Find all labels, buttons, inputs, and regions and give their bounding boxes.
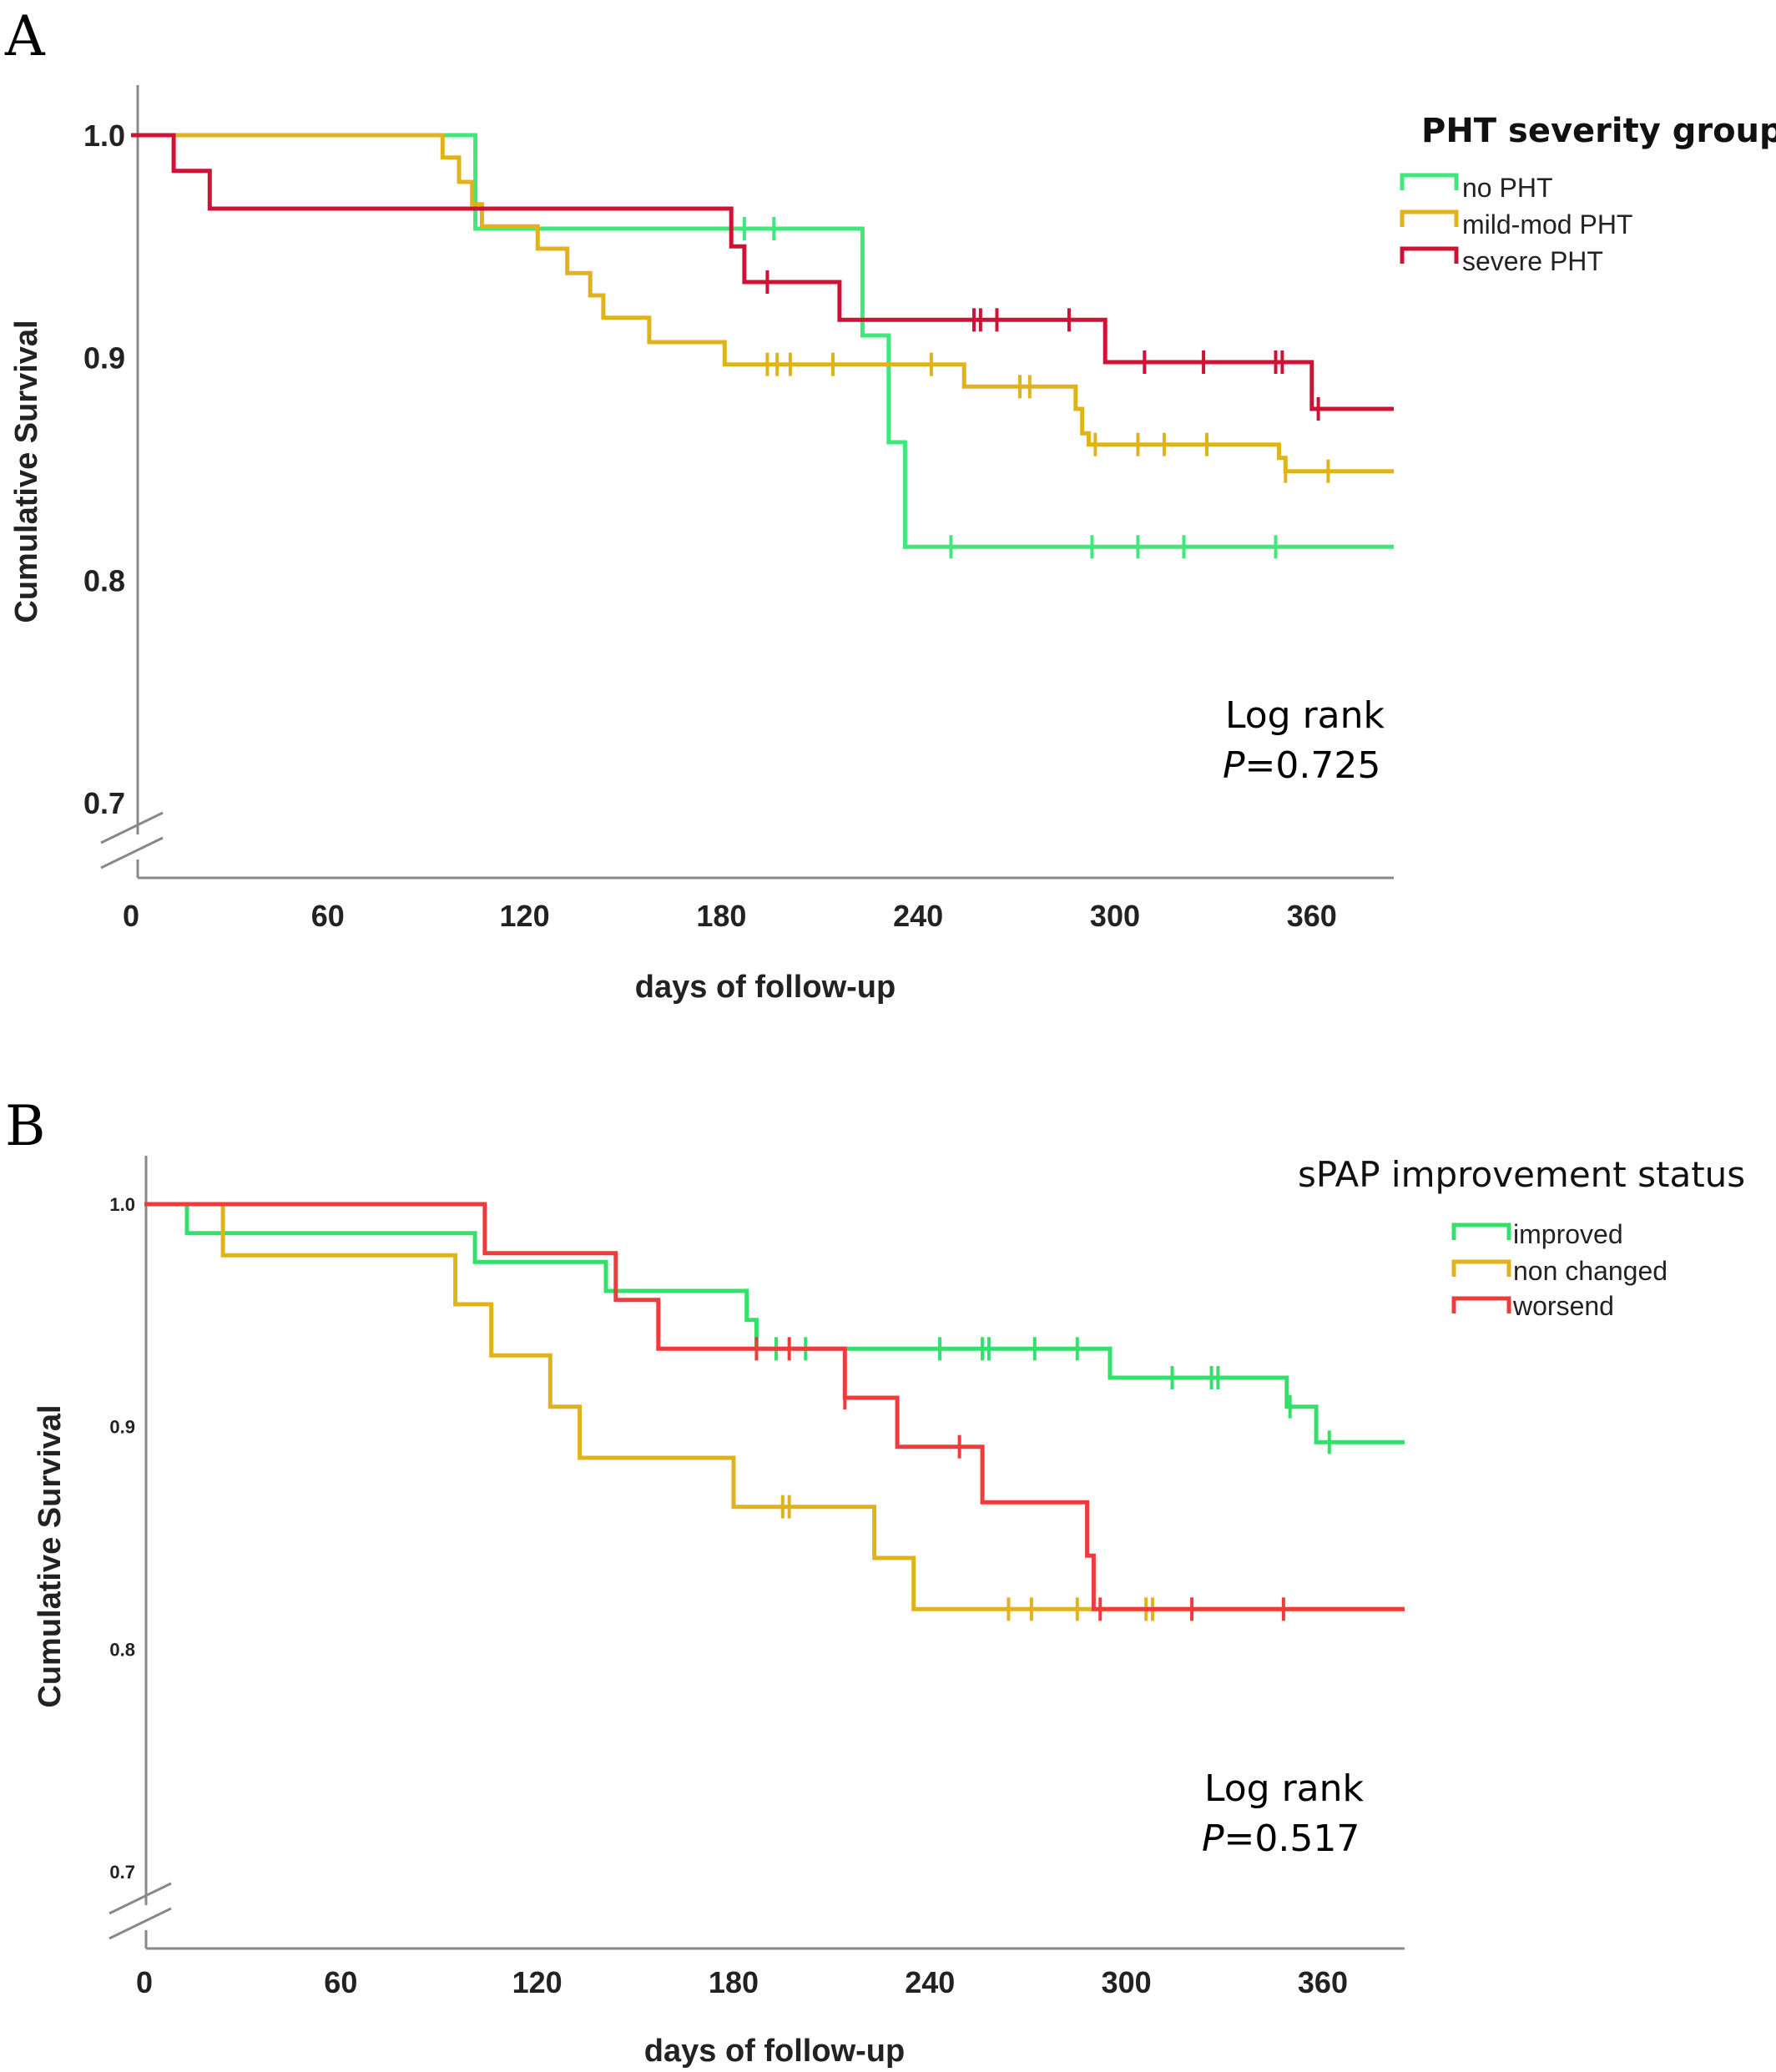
b-x-tick-label: 300: [1102, 1965, 1152, 1999]
panel-letter-b: B: [5, 1094, 46, 1158]
a-x-tick-label: 120: [500, 899, 550, 933]
b-axis-break-mark-upper: [108, 1882, 172, 1915]
a-legend: PHT severity groups no PHT mild-mod PHT …: [1400, 112, 1776, 276]
panel-letter-a: A: [4, 4, 46, 68]
b-p-symbol: P: [1202, 1817, 1224, 1860]
b-y-tick-label: 0.7: [109, 1862, 135, 1883]
a-x-tick-label: 300: [1090, 899, 1140, 933]
panel-b: B 0.7 0.8 0.9 1.0 0 60 120 180 240 300 360 Cumulat…: [5, 1094, 1745, 2069]
b-legend-swatch-non-changed: [1451, 1259, 1511, 1277]
b-legend-item-worsend: worsend: [1451, 1291, 1614, 1321]
plot-b-area: 0.7 0.8 0.9 1.0 0 60 120 180 240 300 360: [108, 1156, 1405, 1999]
b-x-tick-label: 60: [324, 1965, 357, 1999]
b-x-tick-label: 0: [136, 1965, 153, 1999]
a-logrank-annotation: Log rank P=0.725: [1223, 694, 1385, 787]
panel-a: A 0.7 0.8 0.9 1.0 0 60 120 180 240 300 360 Cumulat…: [4, 4, 1776, 1005]
b-x-tick-label: 240: [905, 1965, 955, 1999]
b-legend-title: sPAP improvement status: [1298, 1154, 1745, 1195]
a-y-tick-label: 0.9: [83, 341, 125, 376]
b-legend-item-improved: improved: [1451, 1219, 1623, 1249]
b-series-line-non-changed: [144, 1202, 1405, 1611]
plot-a-area: 0.7 0.8 0.9 1.0 0 60 120 180 240 300 360: [83, 85, 1394, 933]
a-y-tick-label: 0.8: [83, 563, 125, 597]
a-y-tick-label: 0.7: [83, 786, 125, 820]
a-legend-item-no-pht: no PHT: [1400, 173, 1552, 203]
a-logrank-p: P=0.725: [1223, 744, 1380, 787]
a-legend-swatch-mild-mod-pht: [1400, 209, 1459, 227]
a-legend-label-severe-pht: severe PHT: [1462, 246, 1603, 276]
b-series-line-improved: [144, 1202, 1405, 1444]
a-logrank-label: Log rank: [1225, 694, 1385, 737]
b-p-value: =0.517: [1224, 1817, 1360, 1860]
a-p-symbol: P: [1223, 744, 1245, 787]
b-series-line-worsend: [144, 1202, 1405, 1611]
a-x-tick-label: 180: [696, 899, 746, 933]
b-y-axis-title: Cumulative Survival: [33, 1404, 68, 1707]
b-legend-swatch-improved: [1451, 1223, 1511, 1240]
a-legend-item-severe-pht: severe PHT: [1400, 246, 1603, 276]
a-x-axis-title: days of follow-up: [635, 970, 896, 1005]
a-x-tick-label: 360: [1287, 899, 1337, 933]
a-legend-title: PHT severity groups: [1421, 112, 1776, 150]
b-legend-item-non-changed: non changed: [1451, 1256, 1668, 1286]
a-series-line-severe-pht: [131, 133, 1394, 411]
a-p-value: =0.725: [1245, 744, 1381, 787]
b-y-tick-label: 1.0: [109, 1194, 135, 1215]
a-x-tick-label: 240: [893, 899, 943, 933]
a-x-tick-label: 0: [123, 899, 139, 933]
a-series-line-mild-mod-pht: [131, 133, 1394, 474]
b-x-tick-label: 360: [1298, 1965, 1348, 1999]
b-legend: sPAP improvement status improved non cha…: [1298, 1154, 1745, 1321]
b-x-tick-label: 120: [512, 1965, 563, 1999]
a-y-axis-title: Cumulative Survival: [9, 320, 44, 623]
a-legend-swatch-no-pht: [1400, 173, 1459, 190]
b-axis-break-mark-lower: [108, 1907, 172, 1940]
b-logrank-annotation: Log rank P=0.517: [1202, 1767, 1365, 1860]
a-legend-item-mild-mod-pht: mild-mod PHT: [1400, 209, 1632, 239]
a-axis-break-mark-upper: [100, 811, 164, 844]
a-legend-label-mild-mod-pht: mild-mod PHT: [1462, 209, 1632, 239]
a-x-tick-label: 60: [311, 899, 345, 933]
b-x-axis-title: days of follow-up: [644, 2034, 905, 2069]
a-axis-break-mark-lower: [100, 836, 164, 870]
b-legend-label-worsend: worsend: [1512, 1291, 1614, 1321]
a-legend-swatch-severe-pht: [1400, 246, 1459, 264]
b-logrank-label: Log rank: [1204, 1767, 1365, 1810]
b-legend-label-non-changed: non changed: [1513, 1256, 1668, 1286]
a-series-line-no-pht: [131, 133, 1394, 549]
b-logrank-p: P=0.517: [1202, 1817, 1360, 1860]
b-y-tick-label: 0.8: [109, 1639, 135, 1660]
b-x-tick-label: 180: [709, 1965, 759, 1999]
a-y-tick-label: 1.0: [83, 118, 125, 153]
a-legend-label-no-pht: no PHT: [1462, 173, 1552, 203]
b-legend-label-improved: improved: [1513, 1219, 1623, 1249]
b-legend-swatch-worsend: [1451, 1296, 1511, 1313]
b-y-tick-label: 0.9: [109, 1417, 135, 1438]
